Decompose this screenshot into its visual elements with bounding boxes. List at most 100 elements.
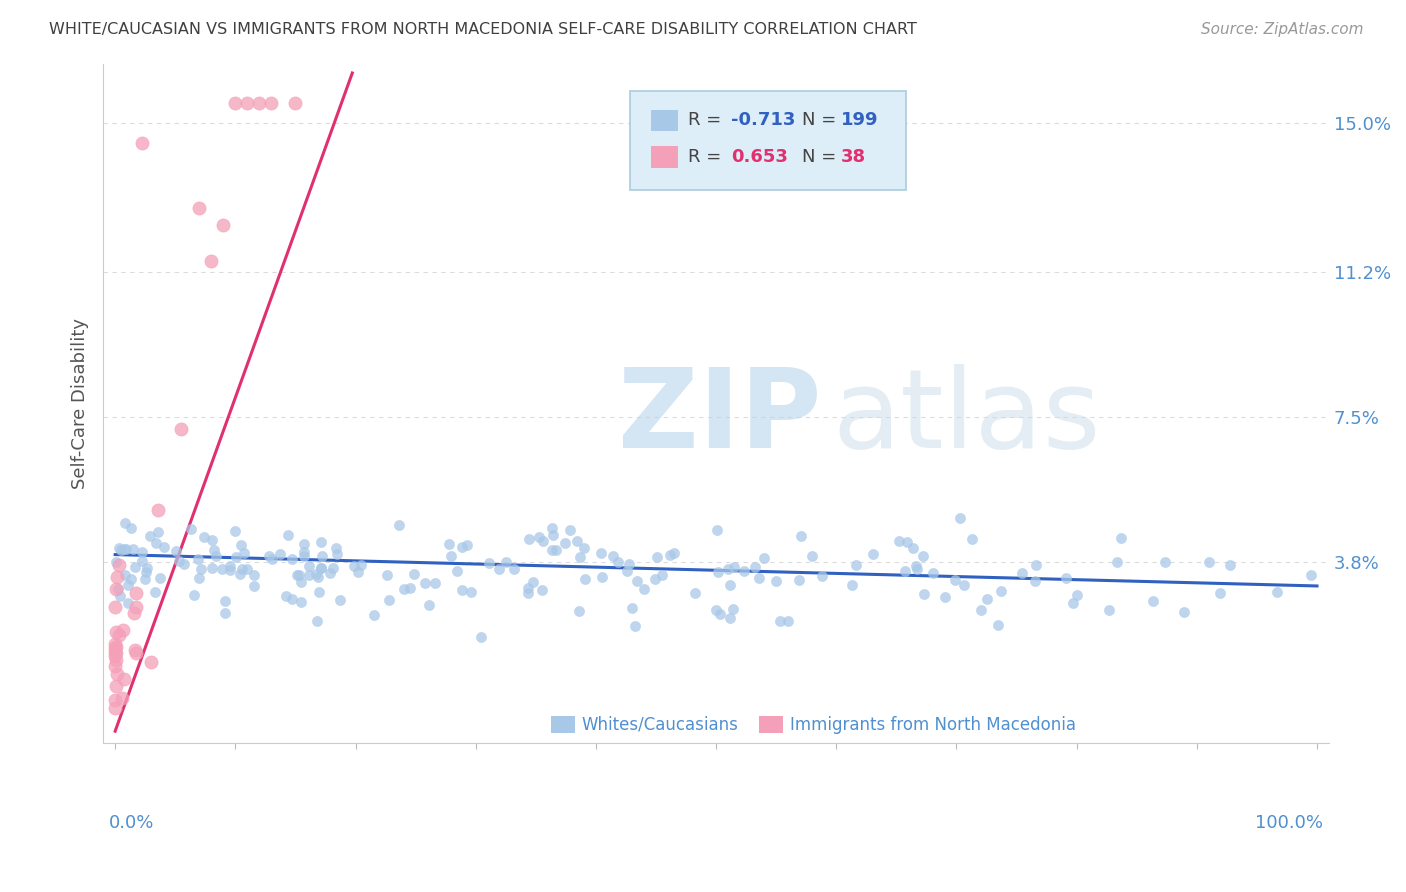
Point bbox=[104, 645, 127, 659]
Point bbox=[107, 558, 129, 572]
Text: -0.713: -0.713 bbox=[731, 112, 796, 129]
Point bbox=[285, 568, 308, 582]
Point bbox=[683, 586, 706, 600]
Point bbox=[633, 582, 655, 596]
Point bbox=[901, 541, 924, 556]
FancyBboxPatch shape bbox=[651, 146, 678, 168]
Point bbox=[131, 136, 153, 150]
Point bbox=[125, 646, 148, 660]
Point bbox=[329, 593, 352, 607]
Text: N =: N = bbox=[801, 112, 842, 129]
Point bbox=[262, 551, 284, 566]
Point bbox=[862, 547, 884, 561]
Point bbox=[232, 546, 254, 560]
Point bbox=[905, 562, 928, 576]
Point bbox=[167, 554, 190, 568]
Text: 0.0%: 0.0% bbox=[110, 814, 155, 831]
FancyBboxPatch shape bbox=[651, 110, 678, 131]
Point bbox=[662, 546, 685, 560]
Point bbox=[307, 614, 329, 628]
Point bbox=[305, 566, 328, 581]
Point bbox=[219, 563, 242, 577]
Point bbox=[1219, 558, 1241, 572]
Point bbox=[111, 690, 134, 705]
Point bbox=[139, 655, 162, 669]
Point bbox=[517, 582, 540, 596]
Point bbox=[290, 595, 312, 609]
Point bbox=[307, 570, 329, 584]
Point bbox=[1066, 588, 1088, 602]
Text: Source: ZipAtlas.com: Source: ZipAtlas.com bbox=[1201, 22, 1364, 37]
Point bbox=[378, 593, 401, 607]
Point bbox=[269, 547, 291, 561]
Point bbox=[350, 558, 373, 572]
Point bbox=[309, 561, 332, 575]
Point bbox=[893, 564, 915, 578]
Point bbox=[527, 530, 550, 544]
Point bbox=[131, 554, 153, 568]
Point bbox=[912, 549, 935, 563]
Point bbox=[243, 568, 266, 582]
Point bbox=[617, 557, 640, 571]
Point bbox=[1024, 574, 1046, 588]
Point bbox=[456, 538, 478, 552]
Point bbox=[104, 555, 127, 569]
Point bbox=[626, 574, 648, 588]
Text: R =: R = bbox=[688, 148, 727, 166]
Point bbox=[451, 582, 474, 597]
Point bbox=[292, 549, 315, 563]
Point bbox=[470, 630, 492, 644]
Point bbox=[180, 522, 202, 536]
Point bbox=[311, 549, 333, 564]
Point bbox=[1062, 596, 1084, 610]
Point bbox=[214, 593, 236, 607]
Point bbox=[402, 566, 425, 581]
Point bbox=[440, 549, 463, 563]
Point bbox=[146, 503, 169, 517]
Text: 0.653: 0.653 bbox=[731, 148, 787, 166]
Point bbox=[451, 540, 474, 554]
Point bbox=[744, 560, 766, 574]
Point bbox=[1011, 566, 1033, 581]
Point bbox=[718, 611, 741, 625]
Point bbox=[224, 524, 246, 538]
Point bbox=[281, 551, 304, 566]
Point bbox=[202, 542, 225, 557]
Point bbox=[531, 534, 554, 549]
Point bbox=[115, 542, 138, 557]
Point bbox=[488, 562, 510, 576]
Point bbox=[188, 201, 211, 215]
Point bbox=[1209, 586, 1232, 600]
Text: 38: 38 bbox=[841, 148, 866, 166]
Point bbox=[165, 544, 187, 558]
Point bbox=[723, 602, 745, 616]
Point bbox=[120, 572, 142, 586]
Point bbox=[111, 623, 134, 637]
Point bbox=[143, 585, 166, 599]
Point bbox=[887, 533, 910, 548]
Point bbox=[747, 571, 769, 585]
Point bbox=[789, 529, 811, 543]
Point bbox=[1299, 567, 1322, 582]
Point bbox=[104, 659, 127, 673]
Point bbox=[108, 541, 131, 555]
Point bbox=[934, 590, 956, 604]
Point bbox=[325, 547, 347, 561]
Point bbox=[1109, 532, 1132, 546]
Point bbox=[904, 559, 927, 574]
Point bbox=[280, 591, 302, 606]
Point bbox=[105, 640, 128, 654]
Point bbox=[276, 589, 298, 603]
Point bbox=[170, 422, 193, 436]
Point bbox=[811, 568, 834, 582]
Text: 199: 199 bbox=[841, 112, 879, 129]
Point bbox=[104, 624, 127, 639]
Point bbox=[105, 667, 128, 681]
Point bbox=[104, 637, 127, 651]
Point bbox=[801, 549, 824, 563]
Point bbox=[149, 571, 172, 585]
FancyBboxPatch shape bbox=[551, 716, 575, 732]
Point bbox=[257, 549, 280, 563]
Point bbox=[325, 541, 347, 556]
Point bbox=[541, 542, 564, 557]
